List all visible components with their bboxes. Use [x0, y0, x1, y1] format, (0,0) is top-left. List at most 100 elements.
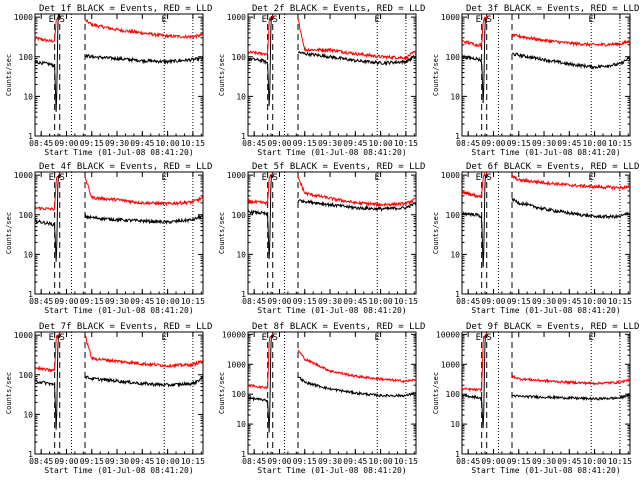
event-marker-e: E [162, 15, 167, 25]
plot-frame [34, 171, 204, 295]
y-tick-label: 1 [455, 290, 460, 299]
lld-series-line [462, 15, 488, 48]
x-tick-label: 09:30 [532, 139, 556, 148]
x-axis-label: Start Time (01-Jul-08 08:41:20) [471, 148, 620, 157]
plot-area [248, 173, 416, 260]
lld-series-line [462, 172, 488, 199]
events-series-line [512, 52, 630, 70]
y-tick-label: 100 [19, 371, 34, 380]
events-series-line [248, 174, 274, 260]
x-tick-label: 10:00 [583, 457, 607, 466]
plot-area [462, 172, 630, 268]
y-tick-label: 10 [236, 92, 246, 101]
events-series-line [248, 334, 274, 433]
event-marker-e: E [476, 15, 481, 25]
x-tick-label: 09:45 [130, 139, 154, 148]
event-marker-e: E [375, 173, 380, 183]
event-marker-s: S [273, 173, 278, 183]
x-axis-label: Start Time (01-Jul-08 08:41:20) [44, 148, 193, 157]
y-tick-label: 1 [28, 450, 33, 459]
x-tick-label: 10:00 [369, 297, 393, 306]
x-tick-label: 08:45 [242, 139, 266, 148]
lld-series-line [297, 349, 416, 384]
event-marker-s: S [60, 333, 65, 343]
y-tick-label: 100 [232, 53, 247, 62]
lld-series-line [35, 333, 61, 373]
events-series-line [84, 375, 203, 388]
y-tick-label: 10 [450, 420, 460, 429]
y-tick-label: 1000 [441, 13, 460, 22]
y-tick-label: 100 [232, 211, 247, 220]
lld-series-line [462, 333, 488, 393]
y-tick-label: 1000 [227, 171, 246, 180]
y-axis-label: Counts/sec [218, 212, 226, 254]
x-axis-label: Start Time (01-Jul-08 08:41:20) [257, 466, 406, 475]
y-axis-label: Counts/sec [218, 372, 226, 414]
plot-area [462, 15, 630, 104]
y-tick-label: 10 [450, 250, 460, 259]
x-tick-label: 10:00 [156, 139, 180, 148]
panel-title: Det 3f BLACK = Events, RED = LLD [466, 4, 639, 14]
y-tick-label: 1 [241, 132, 246, 141]
x-tick-label: 09:00 [267, 297, 291, 306]
events-series-line [297, 199, 416, 212]
x-tick-label: 09:15 [507, 139, 531, 148]
x-tick-label: 09:00 [481, 297, 505, 306]
events-series-line [35, 174, 61, 263]
events-series-line [35, 335, 61, 430]
x-tick-label: 09:00 [481, 139, 505, 148]
y-tick-label: 1000 [14, 13, 33, 22]
x-tick-label: 10:15 [181, 139, 205, 148]
lld-series-line [511, 33, 630, 48]
x-tick-label: 09:15 [507, 457, 531, 466]
panel-det-8f: Det 8f BLACK = Events, RED = LLD 1 10 100 10… [218, 322, 425, 475]
plot-frame [34, 331, 204, 455]
x-tick-label: 10:00 [156, 457, 180, 466]
event-marker-e: E [262, 173, 267, 183]
x-tick-label: 09:45 [343, 457, 367, 466]
x-tick-label: 08:45 [242, 297, 266, 306]
panel-det-2f: Det 2f BLACK = Events, RED = LLD 1 10 100 10… [218, 4, 425, 157]
events-series-line [511, 393, 630, 402]
panel-title: Det 9f BLACK = Events, RED = LLD [466, 322, 639, 332]
x-axis-label: Start Time (01-Jul-08 08:41:20) [44, 466, 193, 475]
panel-title: Det 1f BLACK = Events, RED = LLD [39, 4, 212, 14]
event-marker-e: E [162, 333, 167, 343]
y-tick-label: 1000 [14, 331, 33, 340]
event-marker-e: E [262, 15, 267, 25]
event-marker-e: E [49, 333, 54, 343]
panel-title: Det 5f BLACK = Events, RED = LLD [252, 162, 425, 172]
x-tick-label: 09:45 [557, 297, 581, 306]
event-marker-s: S [60, 173, 65, 183]
x-tick-label: 10:15 [608, 139, 632, 148]
event-marker-e: E [49, 15, 54, 25]
x-tick-label: 08:45 [456, 457, 480, 466]
panel-title: Det 6f BLACK = Events, RED = LLD [466, 162, 639, 172]
y-tick-label: 100 [232, 390, 247, 399]
lld-series-line [511, 174, 630, 191]
plot-frame [247, 13, 417, 137]
y-tick-label: 1000 [227, 360, 246, 369]
x-tick-label: 09:30 [532, 297, 556, 306]
x-tick-label: 09:15 [293, 139, 317, 148]
plot-area [462, 333, 630, 429]
x-tick-label: 09:45 [557, 457, 581, 466]
y-tick-label: 10000 [436, 330, 460, 339]
lld-series-line [35, 173, 61, 212]
y-tick-label: 10 [23, 92, 33, 101]
event-marker-e: E [375, 15, 380, 25]
plot-frame [34, 13, 204, 137]
y-axis-label: Counts/sec [218, 54, 226, 96]
y-tick-label: 100 [446, 211, 461, 220]
lld-series-line [84, 334, 203, 369]
x-tick-label: 10:15 [394, 139, 418, 148]
x-tick-label: 09:30 [105, 297, 129, 306]
y-tick-label: 1000 [14, 171, 33, 180]
y-axis-label: Counts/sec [432, 372, 440, 414]
y-tick-label: 1 [455, 450, 460, 459]
plot-frame [461, 331, 631, 455]
x-tick-label: 09:30 [532, 457, 556, 466]
plot-area [248, 15, 416, 106]
x-tick-label: 10:00 [583, 139, 607, 148]
x-tick-label: 10:15 [608, 297, 632, 306]
